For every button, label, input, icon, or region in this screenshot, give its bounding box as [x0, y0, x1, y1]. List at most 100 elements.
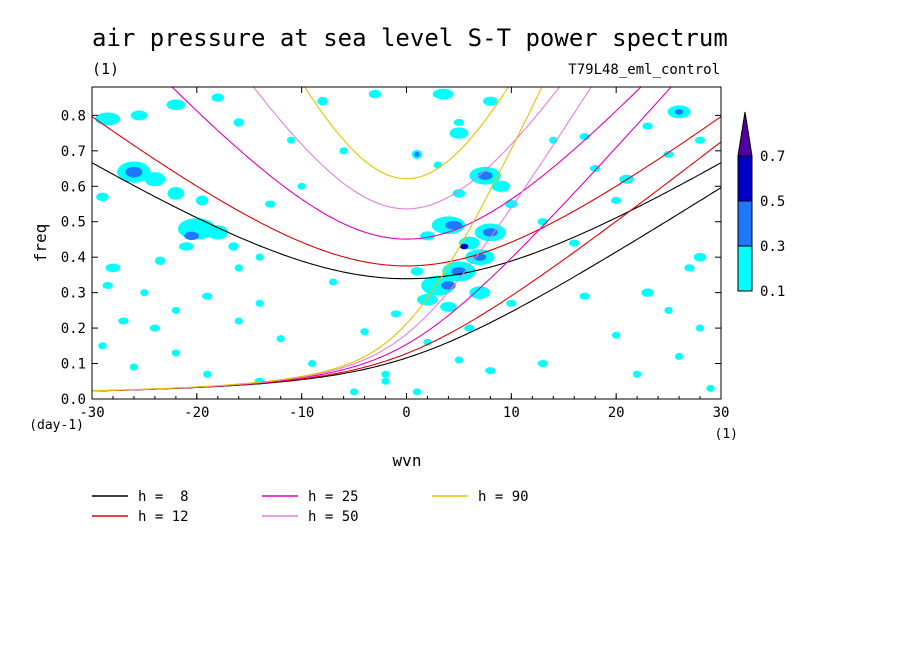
kelvin-like-curve [92, 87, 592, 392]
power-patch [234, 317, 243, 325]
y-tick-label: 0.0 [61, 392, 86, 408]
power-patch [537, 360, 549, 368]
gravity-wave-curve [92, 116, 721, 267]
power-patch [464, 324, 475, 332]
power-patch [255, 253, 264, 261]
power-patch [102, 282, 113, 290]
gravity-wave-curve [303, 87, 510, 180]
chart-title: air pressure at sea level S-T power spec… [92, 24, 728, 52]
power-patch [684, 264, 695, 272]
y-tick-label: 0.3 [61, 286, 86, 302]
legend-label: h = 50 [308, 509, 359, 525]
power-patch [432, 88, 454, 100]
power-patch [416, 294, 438, 306]
power-contours [95, 88, 715, 396]
power-patch [390, 310, 402, 318]
power-patch [421, 275, 455, 296]
gravity-wave-curve [252, 87, 561, 210]
power-patch [203, 370, 212, 378]
y-tick-label: 0.5 [61, 215, 86, 231]
y-tick-label: 0.6 [61, 179, 86, 195]
power-patch [105, 263, 121, 273]
legend-label: h = 25 [308, 489, 359, 505]
power-patch [664, 306, 673, 314]
colorbar-label: 0.1 [760, 284, 785, 300]
power-patch [129, 363, 139, 371]
legend-label: h = 12 [138, 509, 189, 525]
gravity-wave-curve [92, 162, 721, 280]
x-axis-label: wvn [393, 451, 422, 470]
power-patch [130, 110, 148, 121]
x-unit-label: (1) [715, 427, 738, 442]
legend-label: h = 90 [478, 489, 529, 505]
colorbar-segment [737, 245, 753, 292]
kelvin-like-curve [92, 187, 721, 392]
power-patch [412, 388, 422, 396]
power-patch [663, 150, 674, 158]
colorbar-arrow [737, 111, 753, 157]
axis-ticks: -30 -20 -10 0 10 20 30 0.0 0.1 0.2 0.3 0.4 0.5 0.6 0.7… [61, 87, 730, 421]
power-patch [195, 195, 209, 206]
y-tick-label: 0.1 [61, 357, 86, 373]
power-patch [454, 356, 464, 364]
colorbar-label: 0.7 [760, 149, 785, 165]
y-tick-label: 0.2 [61, 321, 86, 337]
y-tick-label: 0.7 [61, 144, 86, 160]
power-patch [211, 93, 225, 102]
power-patch [674, 352, 684, 361]
power-patch [483, 228, 498, 237]
power-patch [459, 243, 469, 250]
power-patch [339, 147, 348, 155]
power-patch [349, 388, 359, 396]
x-tick-label: 0 [402, 405, 410, 421]
kelvin-like-curve [92, 87, 672, 392]
colorbar-label: 0.3 [760, 239, 785, 255]
power-patch [297, 182, 306, 190]
power-patch [234, 264, 243, 272]
x-tick-label: -10 [289, 405, 314, 421]
power-patch [328, 278, 338, 286]
colorbar-segment [737, 200, 753, 247]
power-patch [483, 96, 498, 106]
power-patch [96, 192, 109, 202]
x-tick-label: -20 [184, 405, 209, 421]
power-patch [179, 242, 194, 251]
power-patch [440, 301, 457, 312]
power-patch [579, 133, 590, 141]
power-patch [433, 161, 443, 169]
power-patch [202, 292, 213, 300]
power-patch [166, 99, 186, 111]
power-patch [611, 331, 621, 339]
power-patch [144, 172, 166, 187]
x-tick-label: -30 [79, 405, 104, 421]
power-patch [674, 108, 684, 115]
power-patch [381, 370, 390, 378]
power-patch [98, 342, 107, 350]
legend: h = 8 h = 25 h = 90 h = 12 h = 50 [92, 489, 529, 525]
kelvin-like-curve [92, 87, 543, 392]
y-axis-label: freq [31, 224, 50, 263]
colorbar: 0.1 0.3 0.5 0.7 [737, 111, 785, 300]
power-patch [485, 367, 496, 375]
x-tick-label: 30 [713, 405, 730, 421]
power-patch [264, 200, 276, 208]
colorbar-label: 0.5 [760, 194, 785, 210]
power-patch [149, 324, 161, 332]
power-patch [125, 166, 143, 178]
power-patch [171, 306, 181, 314]
power-patch [477, 171, 493, 180]
power-patch [360, 328, 369, 336]
units-label: (1) [92, 60, 119, 78]
power-patch [286, 136, 296, 144]
x-tick-label: 20 [608, 405, 625, 421]
power-patch [276, 335, 285, 343]
y-tick-label: 0.4 [61, 250, 86, 266]
y-unit-label: (day-1) [29, 418, 84, 433]
power-patch [445, 221, 463, 230]
power-patch [410, 267, 424, 276]
power-patch [317, 96, 328, 106]
power-patch [118, 317, 129, 325]
power-patch [184, 231, 199, 241]
power-patch [632, 370, 642, 378]
